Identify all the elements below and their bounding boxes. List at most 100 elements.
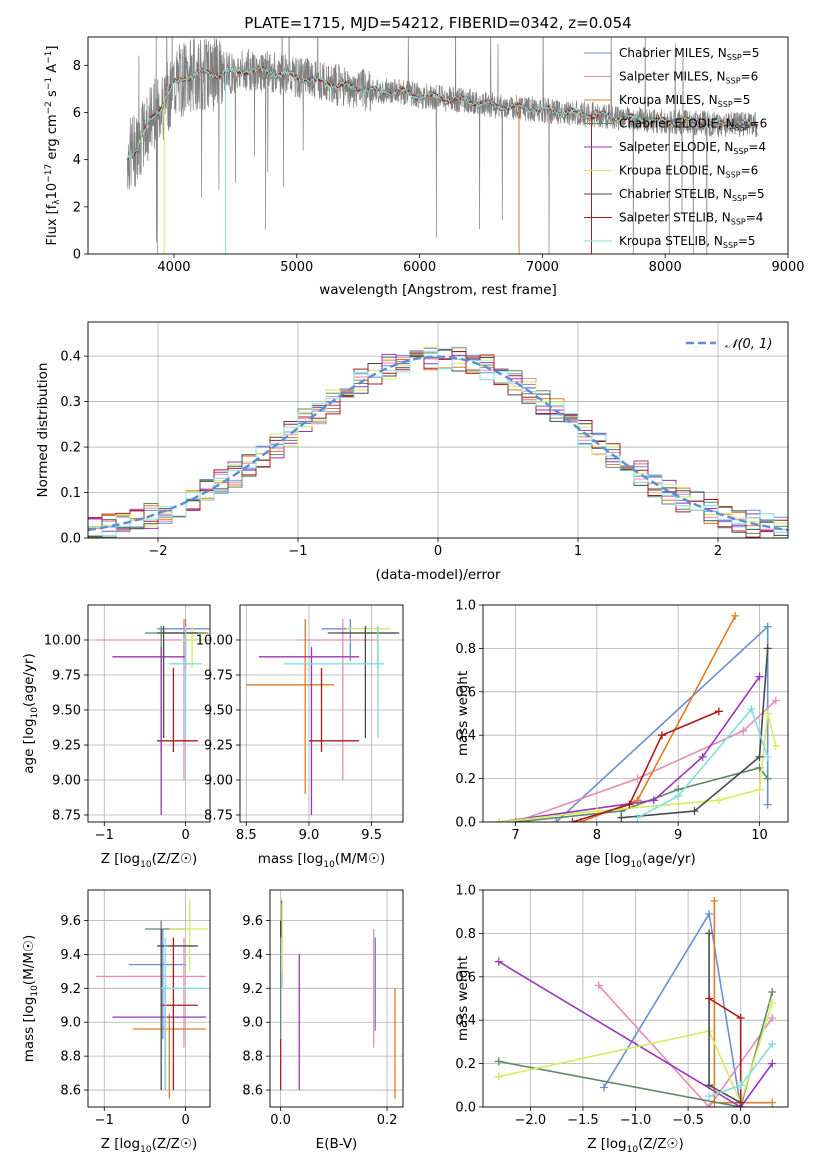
- data-point-marker: [739, 726, 748, 735]
- y-tick-label: 8.6: [60, 1084, 81, 1099]
- label-part: (M/M☉): [335, 851, 385, 867]
- x-axis-label: E(B-V): [316, 1136, 358, 1152]
- legend-name: Chabrier ELODIE, N: [619, 117, 735, 131]
- data-point-marker: [768, 987, 777, 996]
- data-point-marker: [736, 1081, 745, 1090]
- plot-area: [494, 896, 777, 1107]
- label-part: Z [log: [101, 1136, 140, 1152]
- mass-weight-series: [603, 911, 742, 1107]
- y-tick-label: 0.6: [455, 685, 476, 700]
- label-part: age [log: [575, 851, 630, 867]
- data-point-marker: [649, 796, 658, 805]
- legend-name: Salpeter STELIB, N: [619, 211, 731, 225]
- label-part: 10: [45, 183, 60, 200]
- y-tick-label: 0.4: [455, 1014, 476, 1029]
- legend-label: Salpeter ELODIE, NSSP=4: [619, 140, 766, 156]
- label-part: A: [45, 64, 60, 77]
- label-part: −1: [44, 77, 54, 90]
- y-tick-label: 9.0: [242, 1016, 263, 1031]
- data-point-marker: [633, 774, 642, 783]
- data-point-marker: [568, 818, 577, 822]
- axes-frame: [482, 889, 789, 1108]
- y-tick-label: 8.6: [242, 1084, 263, 1099]
- observed-spectrum-line: [126, 37, 758, 254]
- data-point-marker: [755, 672, 764, 681]
- data-point-marker: [768, 998, 777, 1007]
- y-tick-label: 9.50: [52, 704, 81, 719]
- data-point-marker: [705, 909, 714, 918]
- y-tick-label: 0.8: [455, 642, 476, 657]
- y-tick-label: 0.3: [60, 395, 81, 410]
- data-point-marker: [617, 813, 626, 822]
- legend-label: 𝒩(0, 1): [725, 337, 772, 352]
- data-point-marker: [705, 1103, 714, 1107]
- data-point-marker: [768, 1014, 777, 1023]
- y-tick-label: 8.8: [60, 1050, 81, 1065]
- data-point-marker: [594, 981, 603, 990]
- data-point-marker: [771, 696, 780, 705]
- mass-weight-series: [637, 707, 769, 819]
- x-tick-label: 0: [181, 1113, 189, 1128]
- label-part: (Z/Z☉): [152, 851, 198, 867]
- x-tick-label: −1: [288, 544, 307, 559]
- data-point-marker: [710, 896, 719, 905]
- data-point-marker: [714, 796, 723, 805]
- legend-subscript: SSP: [731, 218, 746, 227]
- data-point-marker: [768, 1059, 777, 1068]
- plot-area: [495, 611, 780, 822]
- legend-name: Kroupa STELIB, N: [619, 234, 723, 248]
- data-point-marker: [633, 813, 642, 822]
- y-tick-label: 9.0: [60, 1016, 81, 1031]
- label-part: −1: [44, 51, 54, 64]
- data-point-marker: [763, 709, 772, 718]
- legend-label: Chabrier MILES, NSSP=5: [619, 46, 759, 62]
- x-tick-label: 0.0: [270, 1113, 291, 1128]
- y-tick-label: 10.00: [44, 634, 81, 649]
- mass-weight-series: [598, 984, 773, 1107]
- data-point-marker: [736, 1014, 745, 1023]
- axes-frame: [269, 889, 404, 1108]
- y-tick-label: 0: [73, 248, 81, 263]
- legend-count: =6: [741, 70, 759, 84]
- data-point-marker: [763, 752, 772, 761]
- y-tick-label: 9.2: [60, 982, 81, 997]
- legend-subscript: SSP: [726, 171, 741, 180]
- label-part: 10: [140, 1145, 152, 1155]
- mass-weight-series: [498, 960, 773, 1107]
- y-tick-label: 0.4: [455, 729, 476, 744]
- legend-label: Kroupa STELIB, NSSP=5: [619, 234, 756, 250]
- y-tick-label: 9.2: [242, 982, 263, 997]
- label-part: (age/yr): [21, 653, 37, 707]
- legend-label: Salpeter MILES, NSSP=6: [619, 70, 758, 86]
- mass-weight-series: [498, 1002, 773, 1105]
- mass-weight-series: [498, 991, 773, 1107]
- legend-count: =6: [750, 117, 768, 131]
- y-tick-label: 9.6: [60, 914, 81, 929]
- data-point-marker: [705, 994, 714, 1003]
- data-point-marker: [771, 742, 780, 751]
- label-part: Z [log: [587, 1136, 626, 1152]
- plot-area: [126, 37, 758, 254]
- y-tick-label: 0.2: [455, 1057, 476, 1072]
- data-point-marker: [755, 752, 764, 761]
- y-tick-label: 0.0: [455, 816, 476, 831]
- data-point-marker: [494, 1072, 503, 1081]
- legend-subscript: SSP: [726, 77, 741, 86]
- panel-residuals: −2 −1 0 1 2 0.0 0.1 0.2 0.3 0.4 (data-model)/error…: [35, 321, 789, 583]
- legend-label: Chabrier STELIB, NSSP=5: [619, 187, 765, 203]
- x-tick-label: 10: [751, 828, 768, 843]
- legend-label: Chabrier ELODIE, NSSP=6: [619, 117, 767, 133]
- plot-area: [96, 900, 209, 1099]
- y-tick-label: 9.00: [204, 774, 233, 789]
- y-axis-label: mass [log10(M/M☉): [21, 935, 40, 1063]
- x-tick-label: −0.5: [672, 1113, 704, 1128]
- label-part: −17: [44, 164, 54, 183]
- data-point-marker: [674, 791, 683, 800]
- y-tick-label: 0.4: [60, 350, 81, 365]
- y-tick-label: 1.0: [455, 599, 476, 614]
- data-point-marker: [763, 800, 772, 809]
- x-tick-label: 8: [593, 828, 601, 843]
- label-part: λ: [52, 199, 62, 205]
- y-tick-label: 0.2: [455, 772, 476, 787]
